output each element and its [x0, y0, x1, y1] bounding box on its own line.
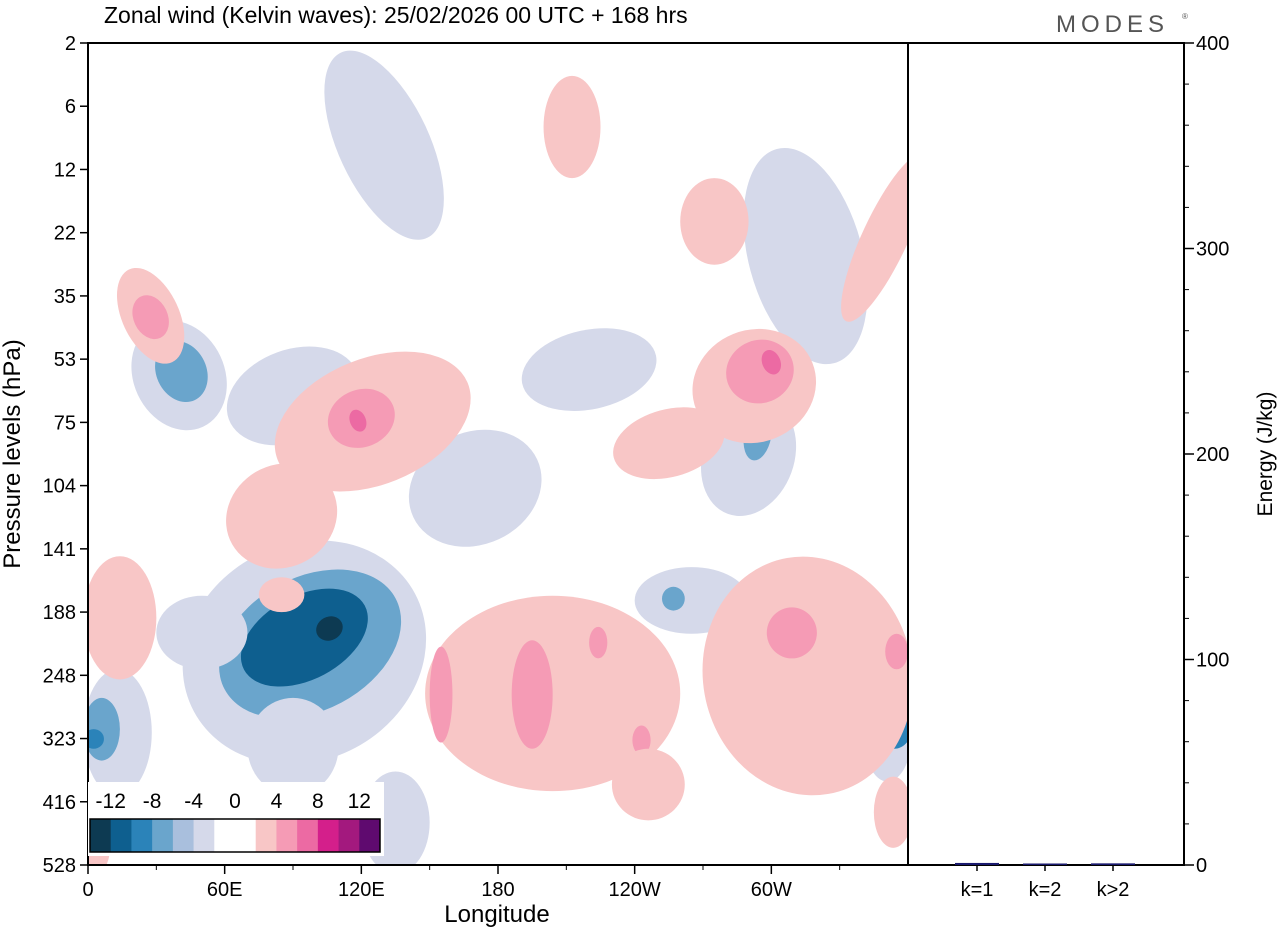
wind-anomaly-neg-22 — [156, 595, 248, 670]
x-tick-label: 0 — [82, 879, 93, 901]
y-tick-label: 22 — [54, 223, 76, 245]
energy-frame — [907, 42, 1185, 866]
y-tick-label: 323 — [43, 729, 76, 751]
y-tick-label: 75 — [54, 412, 76, 434]
energy-tick-label: 400 — [1196, 33, 1229, 55]
colorbar-label: 8 — [312, 790, 324, 813]
y-tick-label: 528 — [43, 855, 76, 877]
wind-anomaly-pos-26 — [511, 640, 553, 749]
colorbar-swatch — [338, 819, 360, 852]
colorbar-swatch — [172, 819, 195, 852]
wind-anomaly-pos-31 — [885, 633, 908, 670]
energy-tick-label: 200 — [1196, 444, 1229, 466]
y-tick-label: 141 — [43, 539, 76, 561]
colorbar-swatch — [359, 819, 381, 852]
energy-bar-2 — [1023, 863, 1067, 865]
wind-anomaly-neg-10 — [247, 697, 339, 796]
energy-category-label: k>2 — [1097, 879, 1130, 901]
y-axis-label: Pressure levels (hPa) — [0, 339, 26, 568]
y-tick-label: 35 — [54, 286, 76, 308]
wind-anomaly-pos-24 — [425, 595, 681, 792]
colorbar-label: 4 — [271, 790, 283, 813]
modes-logo: MODES — [1056, 11, 1169, 38]
colorbar-label: -12 — [96, 790, 126, 813]
x-tick-label: 180 — [481, 879, 514, 901]
chart-title: Zonal wind (Kelvin waves): 25/02/2026 00… — [104, 2, 688, 28]
wind-anomaly-neg-6 — [88, 729, 104, 749]
heatmap-plot — [87, 42, 909, 866]
wind-anomaly-pos-25 — [429, 646, 453, 743]
wind-anomaly-pos-47 — [543, 75, 601, 179]
energy-axis: 0 100 200 300 400 — [1184, 33, 1229, 877]
wind-anomaly-pos-32 — [873, 776, 908, 848]
wind-anomaly-neg-12 — [521, 328, 657, 411]
y-tick-label: 53 — [54, 349, 76, 371]
colorbar-swatch — [297, 819, 319, 852]
wind-anomaly-pos-37 — [349, 409, 367, 432]
x-tick-label: 120E — [338, 879, 385, 901]
energy-plot: k=1 k=2 k>2 0 100 200 300 400 Energy (J/kg) — [907, 33, 1277, 901]
colorbar-swatch — [110, 819, 132, 852]
energy-bars: k=1 k=2 k>2 — [955, 862, 1135, 901]
y-tick-label: 12 — [54, 159, 76, 181]
wind-anomaly-pos-29 — [702, 556, 908, 796]
longitude-axis: 0 60E 120E 180 120W 60W — [82, 865, 841, 901]
wind-anomaly-neg-11 — [743, 147, 868, 365]
colorbar-swatch — [131, 819, 153, 852]
wind-anomaly-pos-30 — [766, 607, 817, 659]
colorbar-swatch — [255, 819, 277, 852]
wind-anomaly-pos-27 — [632, 725, 651, 755]
colorbar-label: -8 — [143, 790, 162, 813]
x-axis-label: Longitude — [444, 901, 549, 928]
wind-anomaly-neg-13 — [408, 429, 542, 547]
energy-category-label: k=2 — [1029, 879, 1062, 901]
energy-tick-label: 300 — [1196, 239, 1229, 261]
wind-anomaly-pos-49 — [611, 748, 685, 821]
y-tick-label: 188 — [43, 602, 76, 624]
colorbar-label: 12 — [348, 790, 371, 813]
colorbar-swatch — [152, 819, 174, 852]
y-tick-label: 248 — [43, 665, 76, 687]
colorbar-frame — [89, 818, 381, 853]
wind-anomaly-pos-33 — [88, 556, 157, 680]
colorbar-swatch — [317, 819, 340, 852]
y-tick-label: 416 — [43, 792, 76, 814]
wind-anomaly-pos-41 — [613, 407, 725, 480]
wind-anomaly-pos-46 — [680, 178, 749, 265]
y-tick-label: 6 — [65, 96, 76, 118]
colorbar-swatch — [193, 819, 215, 852]
wind-anomaly-neg-2 — [240, 588, 368, 687]
colorbar-swatch — [235, 819, 257, 852]
colorbar-swatch — [214, 819, 236, 852]
wind-anomaly-pos-44 — [132, 295, 169, 340]
x-tick-label: 60W — [751, 879, 792, 901]
energy-tick-label: 100 — [1196, 650, 1229, 672]
energy-bar-1 — [955, 862, 999, 865]
colorbar-swatch — [276, 819, 298, 852]
colorbar-label: -4 — [184, 790, 203, 813]
wind-anomaly-neg-17 — [662, 586, 685, 611]
wind-anomaly-neg-3 — [316, 616, 343, 641]
heatmap-regions — [88, 50, 908, 865]
y-tick-label: 2 — [65, 33, 76, 55]
energy-tick-label: 0 — [1196, 855, 1207, 877]
pressure-axis: 2 6 12 22 35 53 75 104 141 188 248 323 416 528 — [43, 33, 88, 877]
wind-anomaly-pos-28 — [589, 626, 608, 659]
energy-axis-label: Energy (J/kg) — [1254, 392, 1277, 517]
energy-bar-3 — [1091, 863, 1135, 865]
x-tick-label: 60E — [207, 879, 243, 901]
colorbar: -12 -8 -4 0 4 8 12 — [88, 782, 384, 856]
wind-anomaly-pos-42 — [226, 463, 338, 569]
modes-logo-mark: ® — [1182, 12, 1188, 21]
colorbar-label: 0 — [229, 790, 241, 813]
wind-anomaly-pos-48 — [258, 577, 305, 613]
colorbar-swatch — [90, 819, 112, 852]
x-tick-label: 120W — [609, 879, 661, 901]
wind-anomaly-pos-40 — [761, 349, 782, 375]
wind-anomaly-neg-20 — [324, 50, 444, 240]
y-tick-label: 104 — [43, 476, 76, 498]
energy-category-label: k=1 — [961, 879, 994, 901]
